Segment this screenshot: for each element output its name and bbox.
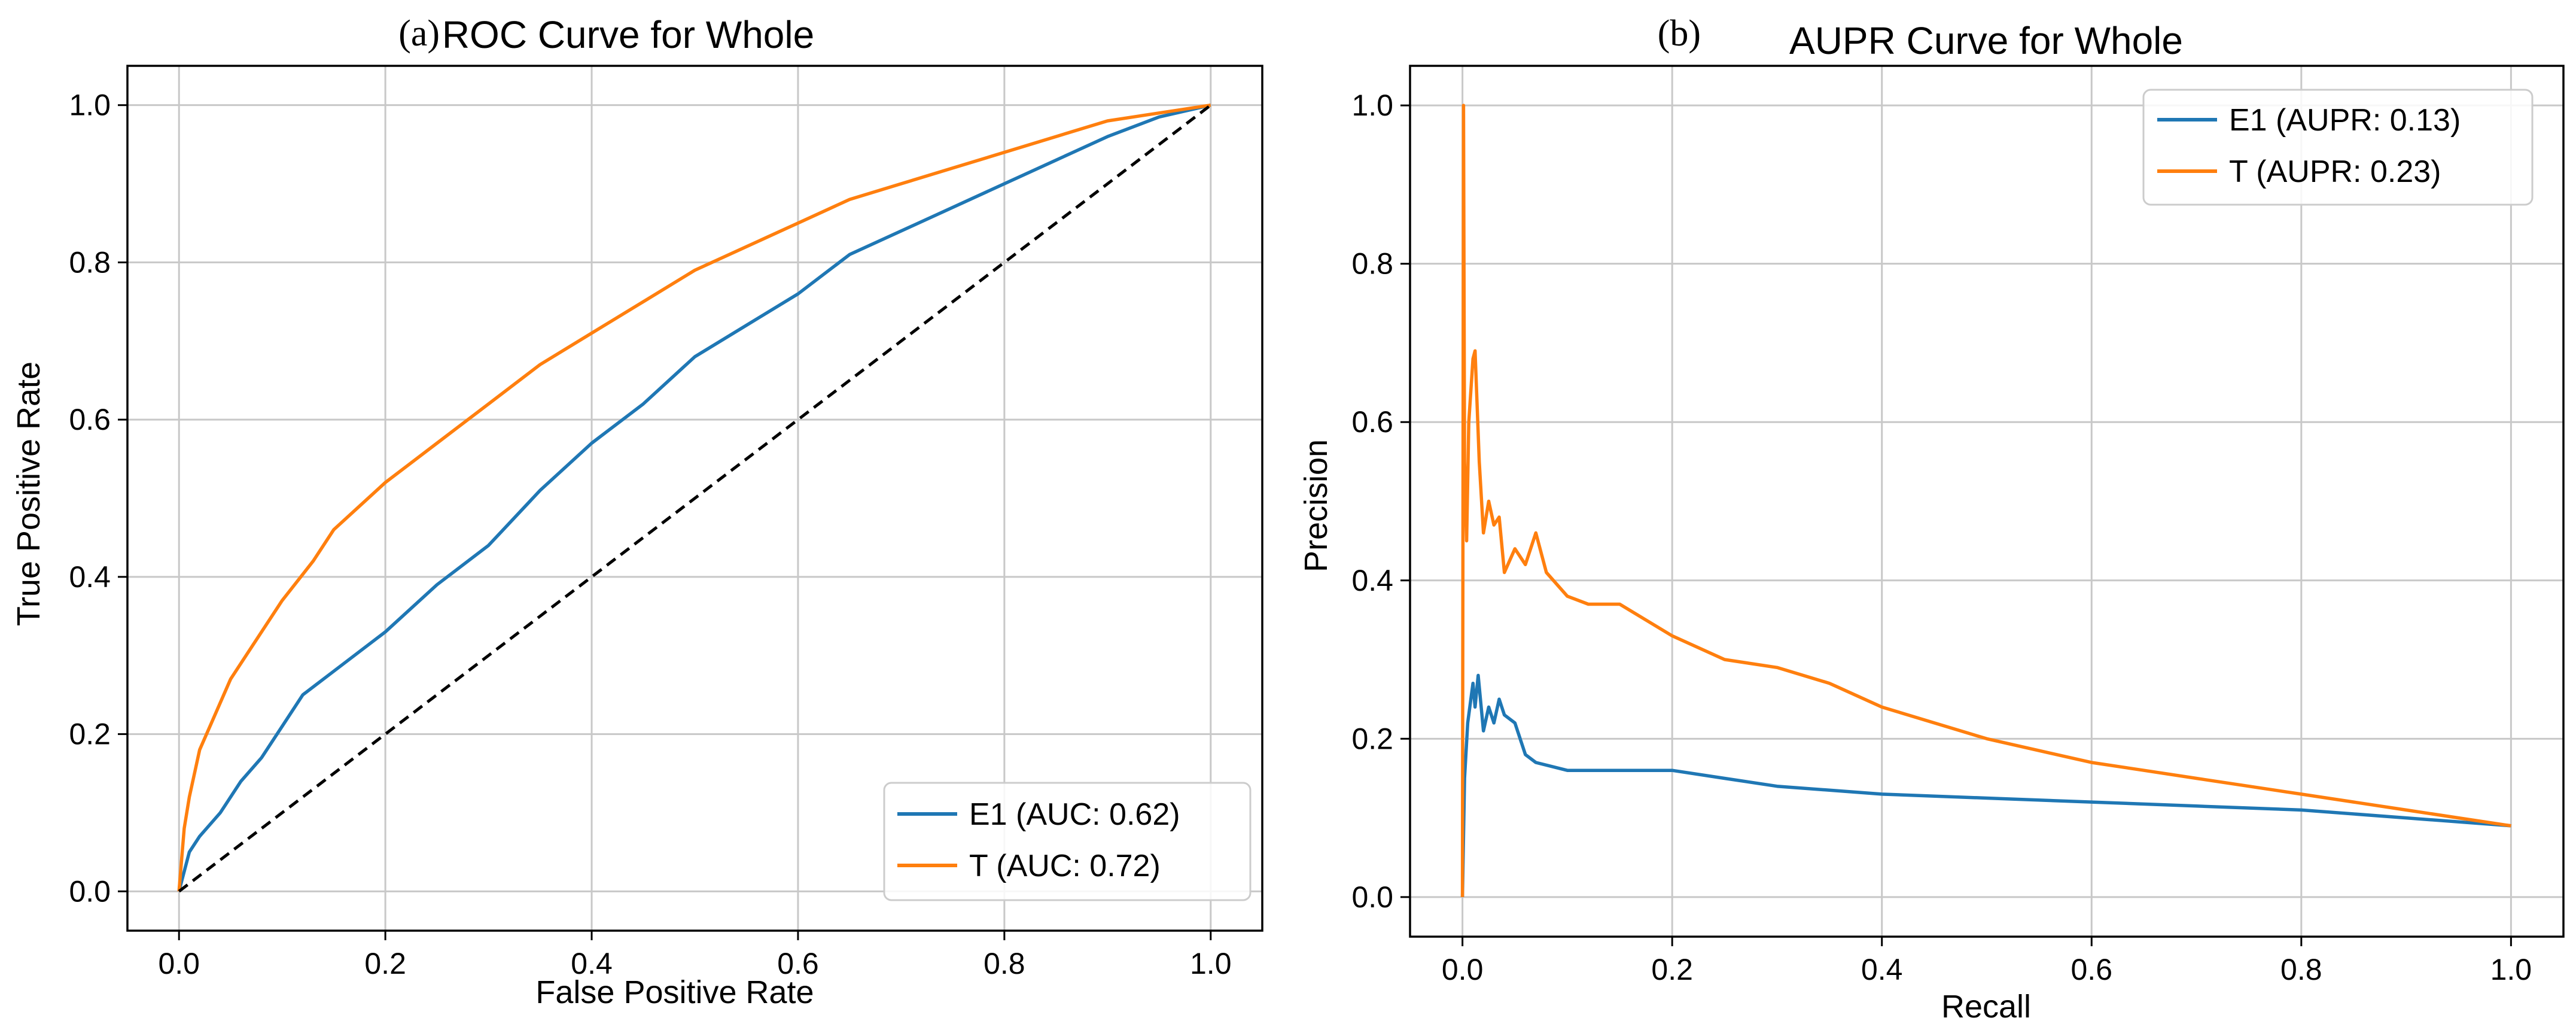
aupr-series-e1-line — [1460, 673, 2511, 897]
roc-panel-tag: (a) — [398, 13, 440, 54]
roc-plot-frame — [126, 65, 1263, 932]
roc-x-tick-label-2: 0.4 — [571, 947, 613, 980]
aupr-plot-frame — [1409, 65, 2565, 938]
roc-y-tick-label-2: 0.4 — [69, 560, 111, 594]
aupr-y-tick-label-5: 1.0 — [1351, 89, 1393, 122]
aupr-x-tick-label-5: 1.0 — [2490, 953, 2532, 986]
aupr-y-axis-label: Precision — [1298, 439, 1334, 572]
aupr-chart-panel: 0.0 0.2 0.4 0.6 0.8 1.0 0.0 0.2 0.4 0.6 0.8 1.0 (b)… — [1298, 13, 2565, 1025]
roc-legend-box — [883, 782, 1252, 901]
roc-y-tick-label-1: 0.2 — [69, 718, 111, 751]
roc-x-tick-label-3: 0.6 — [777, 947, 819, 980]
aupr-legend-box — [2142, 89, 2534, 206]
roc-legend: E1 (AUC: 0.62) T (AUC: 0.72) — [883, 782, 1252, 901]
aupr-y-tick-label-2: 0.4 — [1351, 564, 1393, 597]
aupr-y-tick-label-3: 0.6 — [1351, 405, 1393, 439]
aupr-y-tick-label-0: 0.0 — [1351, 880, 1393, 914]
aupr-chart-title: AUPR Curve for Whole — [1789, 19, 2183, 62]
roc-x-tick-label-5: 1.0 — [1190, 947, 1232, 980]
aupr-legend-t-label: T (AUPR: 0.23) — [2229, 154, 2441, 189]
aupr-series-t-line — [1460, 104, 2511, 897]
aupr-y-tick-label-1: 0.2 — [1351, 722, 1393, 755]
roc-legend-e1-label: E1 (AUC: 0.62) — [969, 797, 1180, 832]
aupr-x-tick-label-3: 0.6 — [2071, 953, 2113, 986]
roc-x-tick-label-0: 0.0 — [158, 947, 200, 980]
aupr-x-tick-label-2: 0.4 — [1861, 953, 1903, 986]
roc-diagonal-reference-line — [178, 104, 1212, 893]
aupr-legend: E1 (AUPR: 0.13) T (AUPR: 0.23) — [2142, 89, 2534, 206]
roc-legend-t-label: T (AUC: 0.72) — [969, 849, 1161, 883]
aupr-x-tick-label-0: 0.0 — [1442, 953, 1484, 986]
aupr-panel-tag: (b) — [1658, 13, 1701, 54]
roc-y-tick-label-5: 1.0 — [69, 89, 111, 122]
roc-plot-area: 0.0 0.2 0.4 0.6 0.8 1.0 0.0 0.2 0.4 0.6 0.8 1.0 — [69, 65, 1263, 980]
aupr-x-tick-label-1: 0.2 — [1651, 953, 1693, 986]
aupr-y-tick-label-4: 0.8 — [1351, 247, 1393, 281]
roc-x-tick-label-4: 0.8 — [983, 947, 1025, 980]
aupr-x-axis-label: Recall — [1941, 989, 2031, 1025]
roc-y-tick-label-4: 0.8 — [69, 245, 111, 279]
roc-x-tick-label-1: 0.2 — [364, 947, 406, 980]
roc-chart-panel: 0.0 0.2 0.4 0.6 0.8 1.0 0.0 0.2 0.4 0.6 0.8 1.0 (a)… — [11, 13, 1263, 1010]
aupr-legend-e1-label: E1 (AUPR: 0.13) — [2229, 103, 2461, 138]
roc-y-tick-label-0: 0.0 — [69, 874, 111, 908]
roc-x-axis-label: False Positive Rate — [535, 974, 814, 1010]
roc-chart-title: ROC Curve for Whole — [442, 13, 814, 56]
roc-series-t-line — [177, 103, 1211, 892]
aupr-plot-area: 0.0 0.2 0.4 0.6 0.8 1.0 0.0 0.2 0.4 0.6 0.8 1.0 — [1351, 65, 2565, 986]
roc-y-tick-label-3: 0.6 — [69, 403, 111, 436]
aupr-x-tick-label-4: 0.8 — [2280, 953, 2322, 986]
roc-series-e1-line — [177, 104, 1211, 892]
roc-y-axis-label: True Positive Rate — [11, 361, 47, 626]
